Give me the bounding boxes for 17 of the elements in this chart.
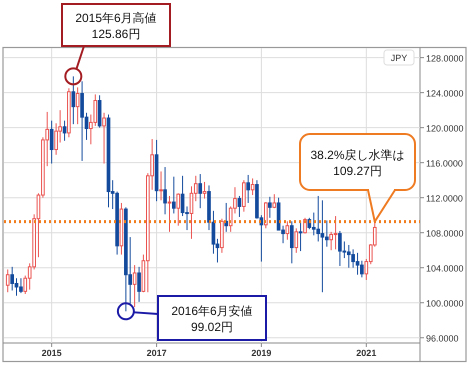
y-tick-label: 100.0000 <box>426 298 464 309</box>
annotation: 38.2%戻し水準は 109.27円 <box>310 148 405 178</box>
x-tick-label: 2017 <box>146 348 167 358</box>
y-tick-label: 108.0000 <box>426 228 464 239</box>
x-tick-label: 2019 <box>251 348 272 358</box>
annotation: 2015年6月高値 125.86円 <box>75 11 157 41</box>
y-tick-label: 116.0000 <box>426 158 463 169</box>
annotation: JPY <box>390 53 408 63</box>
y-tick-label: 104.0000 <box>426 264 464 274</box>
y-tick-label: 112.0000 <box>426 194 463 204</box>
y-tick-label: 96.0000 <box>426 334 459 344</box>
x-tick-label: 2021 <box>356 348 376 358</box>
annotation: 2016年6月安値 99.02円 <box>171 304 253 334</box>
y-tick-label: 120.0000 <box>426 124 464 134</box>
y-tick-label: 128.0000 <box>426 54 464 64</box>
y-tick-label: 124.0000 <box>426 88 464 99</box>
x-tick-label: 2015 <box>42 348 62 358</box>
